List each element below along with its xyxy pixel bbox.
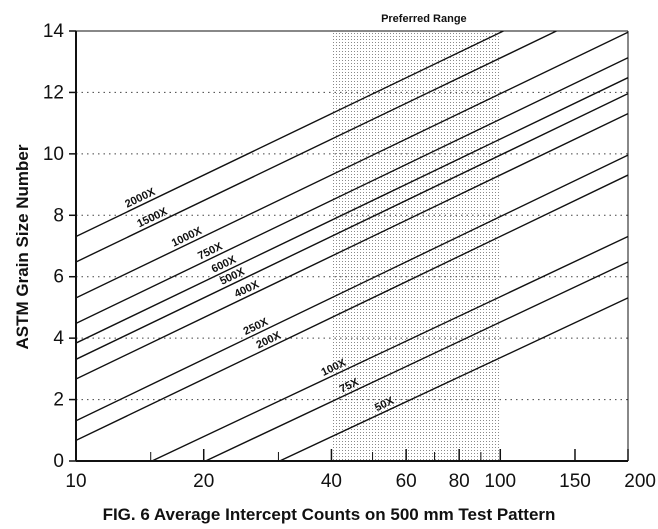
y-tick-label: 0 — [53, 451, 64, 472]
x-tick-label: 40 — [321, 471, 342, 492]
series-line-600x — [76, 77, 628, 344]
series-line-100x — [151, 235, 628, 461]
y-tick-label: 2 — [53, 390, 64, 411]
line-label-1000x: 1000X — [170, 225, 204, 250]
series-line-50x — [279, 297, 628, 461]
tick-label-layer: 0 2 4 6 8 10 12 14 10 20 40 60 80 100 150 200 — [43, 21, 656, 492]
y-tick-label: 14 — [43, 21, 65, 42]
y-tick-label: 12 — [43, 82, 64, 103]
x-tick-label: 100 — [484, 471, 516, 492]
x-tick-label: 60 — [396, 471, 417, 492]
preferred-range-layer — [331, 31, 501, 461]
preferred-range-area — [331, 31, 501, 461]
x-tick-label: 80 — [449, 471, 470, 492]
series-line-750x — [76, 57, 628, 325]
series-line-1500x — [76, 31, 559, 263]
series-line-250x — [76, 154, 628, 422]
y-axis-label: ASTM Grain Size Number — [13, 144, 32, 349]
y-tick-label: 8 — [53, 205, 64, 226]
series-line-200x — [76, 174, 628, 442]
y-tick-label: 6 — [53, 267, 64, 288]
preferred-range-label: Preferred Range — [381, 13, 467, 25]
x-tick-label: 20 — [193, 471, 214, 492]
series-line-1000x — [76, 31, 628, 299]
line-label-2000x: 2000X — [123, 186, 157, 211]
series-line-2000x — [76, 31, 506, 238]
x-tick-label: 200 — [624, 471, 656, 492]
x-tick-label: 150 — [559, 471, 591, 492]
line-label-1500x: 1500X — [135, 205, 169, 230]
figure-caption: FIG. 6 Average Intercept Counts on 500 m… — [103, 505, 556, 524]
series-line-400x — [76, 112, 628, 380]
series-layer — [76, 31, 628, 461]
y-tick-label: 4 — [53, 328, 64, 349]
series-line-75x — [205, 261, 628, 461]
x-tick-label: 10 — [65, 471, 86, 492]
grid-layer — [76, 91, 628, 401]
y-tick-label: 10 — [43, 144, 64, 165]
axes-layer — [69, 30, 629, 462]
series-line-500x — [76, 93, 628, 360]
